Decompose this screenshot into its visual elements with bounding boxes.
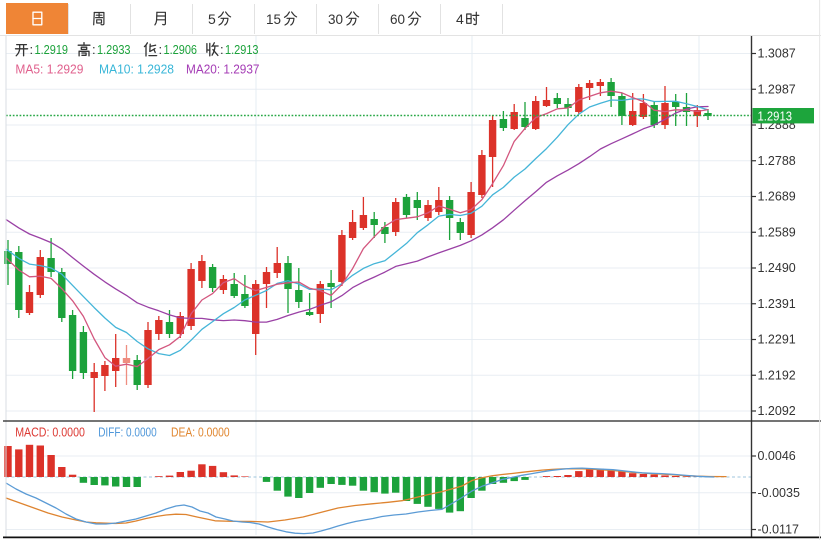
svg-text::: : [220,42,224,57]
svg-text:15: 15 [266,11,281,27]
svg-text::: : [92,42,96,57]
svg-text:60: 60 [390,11,405,27]
svg-text:DIFF: 0.0000: DIFF: 0.0000 [98,425,157,440]
svg-text:1.2919: 1.2919 [35,42,69,57]
svg-text:0.0046: 0.0046 [758,449,796,463]
svg-text:1.2913: 1.2913 [758,110,793,124]
svg-text:1.2291: 1.2291 [758,333,796,347]
svg-text:1.2192: 1.2192 [758,368,796,382]
svg-text:1.2092: 1.2092 [758,404,796,418]
svg-text:4: 4 [456,11,464,27]
svg-text:MA10: 1.2928: MA10: 1.2928 [99,62,174,77]
svg-text:1.2788: 1.2788 [758,154,796,168]
svg-text:1.2987: 1.2987 [758,82,796,96]
svg-text:MA20: 1.2937: MA20: 1.2937 [186,62,260,77]
svg-text:1.3087: 1.3087 [758,47,796,61]
svg-text:-0.0117: -0.0117 [758,523,800,537]
svg-text:1.2391: 1.2391 [758,297,796,311]
svg-text:-0.0035: -0.0035 [758,486,800,500]
svg-text:1.2913: 1.2913 [225,42,259,57]
svg-text:1.2490: 1.2490 [758,261,796,275]
svg-text:MACD: 0.0000: MACD: 0.0000 [15,425,85,440]
svg-text:DEA: 0.0000: DEA: 0.0000 [171,425,230,440]
svg-text:1.2906: 1.2906 [164,42,198,57]
svg-text:5: 5 [208,11,216,27]
svg-text:MA5: 1.2929: MA5: 1.2929 [15,62,83,77]
svg-text:1.2589: 1.2589 [758,225,796,239]
svg-text:30: 30 [328,11,343,27]
svg-text:1.2689: 1.2689 [758,190,796,204]
svg-text::: : [30,42,34,57]
svg-text:1.2933: 1.2933 [97,42,131,57]
svg-text::: : [159,42,163,57]
